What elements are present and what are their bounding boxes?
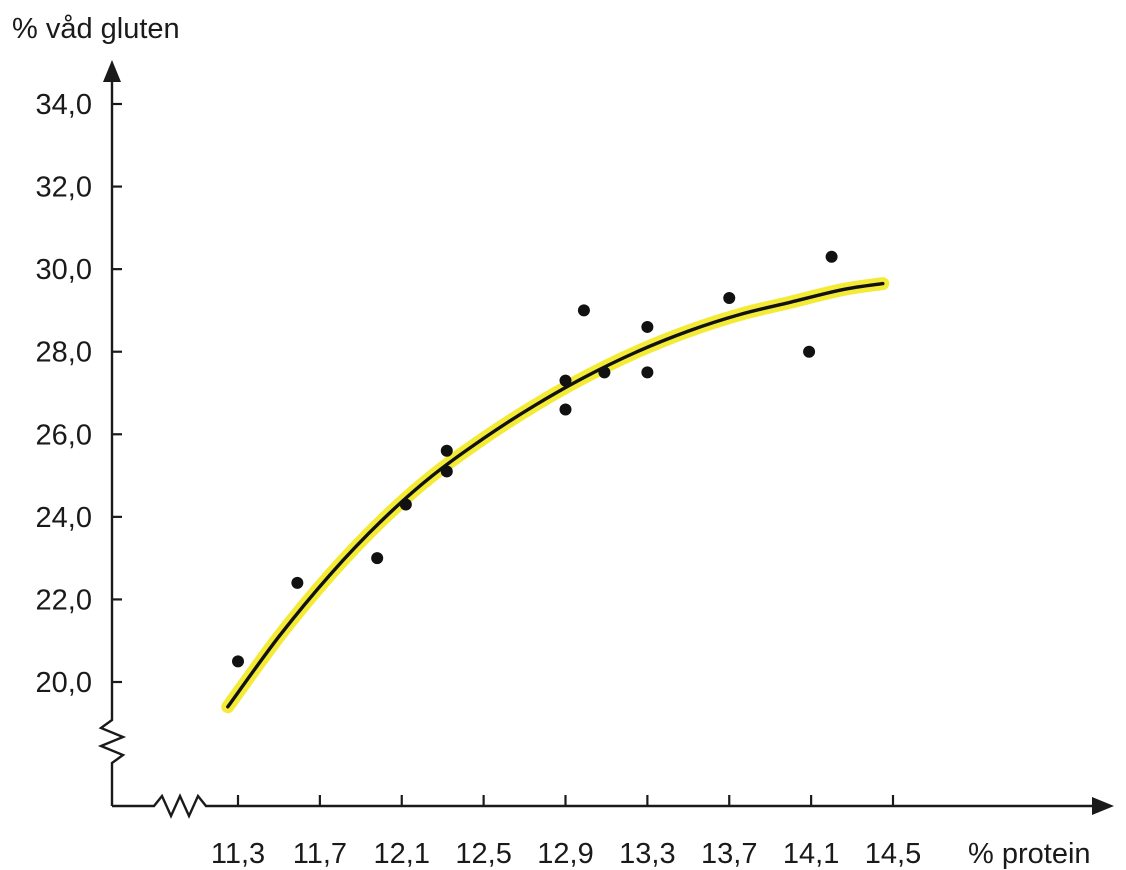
x-tick-label: 11,3 bbox=[211, 838, 265, 870]
y-axis-title: % våd gluten bbox=[12, 13, 180, 45]
data-point bbox=[559, 403, 572, 416]
x-tick-label: 13,7 bbox=[701, 838, 757, 870]
data-point bbox=[577, 304, 590, 317]
y-axis-line bbox=[97, 78, 127, 806]
x-tick-label: 11,7 bbox=[293, 838, 347, 870]
x-tick-label: 14,5 bbox=[865, 838, 921, 870]
y-tick-label: 28,0 bbox=[36, 337, 92, 369]
data-point bbox=[803, 345, 816, 358]
x-axis-title: % protein bbox=[968, 838, 1091, 870]
data-point bbox=[399, 498, 412, 511]
trend-line-curve bbox=[226, 281, 885, 709]
y-tick-label: 30,0 bbox=[36, 254, 92, 286]
data-point bbox=[598, 366, 611, 379]
x-tick-label: 13,3 bbox=[619, 838, 675, 870]
x-tick-label: 12,5 bbox=[455, 838, 511, 870]
axes bbox=[97, 60, 1114, 819]
data-point bbox=[232, 655, 244, 668]
y-tick-label: 26,0 bbox=[36, 419, 92, 451]
y-tick-label: 34,0 bbox=[36, 89, 92, 121]
data-points bbox=[232, 250, 838, 668]
y-tick-label: 32,0 bbox=[36, 172, 92, 204]
y-ticks: 20,0 22,0 24,0 26,0 28,0 30,0 32,0 34,0 bbox=[36, 89, 122, 699]
data-point bbox=[440, 465, 453, 478]
data-point bbox=[723, 292, 736, 305]
y-tick-label: 20,0 bbox=[36, 667, 92, 699]
x-tick-label: 12,9 bbox=[537, 838, 593, 870]
data-point bbox=[559, 374, 572, 387]
data-point bbox=[641, 366, 654, 379]
x-tick-label: 12,1 bbox=[374, 838, 430, 870]
x-axis-arrow bbox=[1092, 797, 1114, 815]
y-axis-arrow bbox=[103, 60, 121, 82]
trend-line-highlight bbox=[221, 277, 890, 714]
data-point bbox=[371, 552, 384, 565]
y-tick-label: 22,0 bbox=[36, 584, 92, 616]
y-tick-label: 24,0 bbox=[36, 502, 92, 534]
x-ticks: 11,3 11,7 12,1 12,5 12,9 13,3 13,7 14,1 14,5 bbox=[211, 795, 921, 870]
x-tick-label: 14,1 bbox=[783, 838, 839, 870]
trend-line bbox=[221, 277, 890, 714]
x-axis-line bbox=[112, 793, 1096, 819]
data-point bbox=[291, 576, 304, 589]
data-point bbox=[440, 444, 453, 457]
data-point bbox=[641, 320, 654, 333]
data-point bbox=[825, 250, 838, 263]
